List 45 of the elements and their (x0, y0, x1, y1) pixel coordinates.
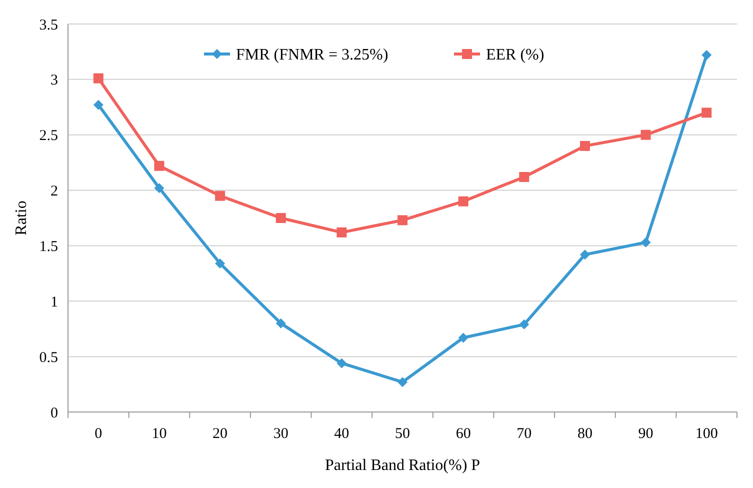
x-tick-label: 70 (516, 426, 532, 442)
y-tick-label: 1 (50, 294, 58, 310)
point (398, 377, 408, 388)
point (93, 100, 104, 110)
point (276, 213, 286, 223)
x-tick-label: 0 (94, 426, 102, 442)
x-tick-label: 50 (395, 426, 410, 442)
y-tick-label: 1.5 (39, 238, 58, 255)
x-tick-label: 10 (152, 426, 167, 442)
point (336, 227, 347, 238)
point (702, 108, 712, 118)
point (519, 319, 530, 330)
point (93, 73, 104, 84)
x-axis-title: Partial Band Ratio(%) P (324, 457, 480, 474)
x-tick-label: 30 (273, 426, 288, 442)
point (580, 250, 590, 260)
point (702, 50, 712, 60)
y-tick-label: 3.5 (39, 17, 58, 34)
point (398, 215, 408, 226)
point (640, 130, 651, 140)
x-tick-label: 40 (334, 426, 350, 442)
x-tick-label: 60 (456, 426, 471, 442)
x-tick-label: 90 (638, 426, 654, 442)
x-tick-label: 100 (695, 426, 718, 442)
legend-label: EER (%) (486, 46, 544, 64)
y-axis-title: Ratio (13, 200, 30, 236)
point (215, 190, 226, 201)
point (154, 183, 164, 194)
y-tick-label: 3 (50, 72, 58, 89)
point (519, 172, 530, 182)
point (336, 358, 347, 368)
y-tick-label: 2.5 (39, 128, 58, 144)
point (580, 140, 590, 151)
point (215, 258, 226, 268)
point (458, 332, 468, 343)
point (276, 318, 286, 328)
legend-label: FMR (FNMR = 3.25%) (236, 46, 388, 64)
point (154, 160, 164, 171)
y-tick-label: 0 (50, 405, 58, 422)
y-tick-label: 2 (50, 184, 58, 200)
y-tick-label: 0.5 (39, 350, 58, 366)
point (458, 196, 468, 206)
point (640, 237, 651, 248)
x-tick-label: 20 (212, 426, 228, 442)
x-tick-label: 80 (577, 426, 592, 442)
